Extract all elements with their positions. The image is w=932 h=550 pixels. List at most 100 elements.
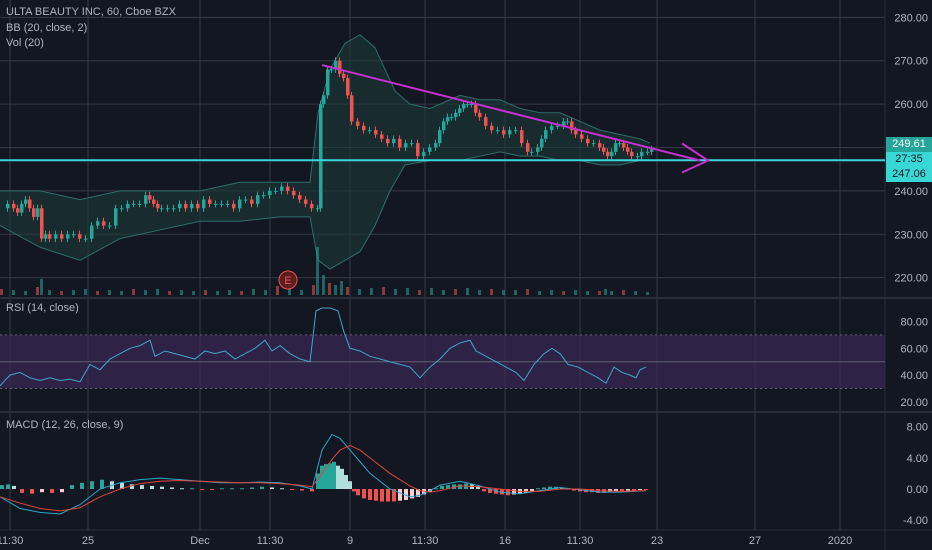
volume-bar [192, 291, 195, 295]
macd-histogram-bar [452, 484, 456, 490]
time-tick-label: 11:30 [0, 535, 23, 547]
candle-body [610, 151, 614, 157]
volume-bar [634, 291, 637, 295]
candle-body [598, 143, 602, 148]
candle-body [386, 138, 390, 144]
macd-histogram-bar [200, 489, 204, 491]
volume-bar [322, 275, 325, 295]
macd-histogram-bar [220, 488, 224, 490]
candle-body [96, 221, 100, 226]
volume-bar [328, 283, 331, 295]
bb-legend: BB (20, close, 2) [6, 22, 88, 34]
time-tick-label: 27 [749, 535, 761, 547]
volume-bar [370, 288, 373, 295]
trend-line [321, 64, 701, 162]
time-tick-label: 2020 [828, 535, 852, 547]
price-tick-label: 220.00 [894, 273, 928, 285]
macd-histogram-bar [190, 488, 194, 490]
symbol-legend: ULTA BEAUTY INC, 60, Cboe BZX [6, 6, 176, 18]
macd-histogram-bar [230, 488, 234, 490]
macd-histogram-bar [512, 489, 516, 495]
volume-bar [340, 281, 343, 295]
time-tick-label: 11:30 [412, 535, 439, 547]
candle-body [286, 186, 290, 191]
candle-body [438, 130, 442, 144]
candle-body [562, 121, 566, 126]
candle-body [126, 203, 130, 209]
macd-histogram-bar [170, 487, 174, 490]
macd-histogram-bar [476, 485, 480, 490]
candle-body [478, 112, 482, 118]
candle-body [490, 125, 494, 131]
candle-body [626, 147, 630, 152]
macd-histogram-bar [160, 486, 164, 490]
volume-bar [120, 291, 123, 295]
volume-bar [276, 286, 279, 295]
time-tick-label: 11:30 [567, 535, 594, 547]
volume-bar [562, 291, 565, 295]
signal-line [0, 444, 647, 512]
price-tick-label: 270.00 [894, 56, 928, 68]
volume-bar [406, 288, 409, 295]
earnings-marker-icon [278, 270, 298, 290]
macd-histogram-bar [40, 489, 44, 493]
volume-bar [358, 289, 361, 295]
macd-histogram-bar [240, 488, 244, 490]
macd-histogram-bar [250, 487, 254, 490]
candle-body [404, 143, 408, 148]
candle-body [474, 104, 478, 113]
time-tick-label: 23 [651, 535, 663, 547]
candle-body [280, 186, 284, 191]
candle-body [454, 112, 458, 118]
candle-body [238, 199, 242, 209]
macd-histogram-bar [596, 489, 600, 493]
volume-bar [96, 291, 99, 295]
macd-histogram-bar [644, 489, 648, 491]
macd-histogram-bar [380, 489, 384, 502]
price-tick-label: 240.00 [894, 186, 928, 198]
volume-bar [418, 290, 421, 295]
volume-bar [312, 285, 315, 295]
volume-bar [216, 291, 219, 295]
candle-body [36, 208, 40, 217]
macd-histogram-bar [368, 489, 372, 500]
rsi-tick-label: 20.00 [900, 397, 928, 409]
macd-histogram-bar [20, 489, 24, 493]
macd-histogram-bar [500, 489, 504, 495]
candle-body [274, 190, 278, 192]
candle-body [330, 69, 334, 71]
candle-body [44, 234, 48, 239]
macd-histogram-bar [12, 485, 16, 490]
candle-body [636, 156, 640, 158]
macd-histogram-bar [210, 489, 214, 491]
trend-arrow-head [681, 142, 711, 174]
candle-body [138, 203, 142, 205]
volume-bar [622, 290, 625, 295]
candle-body [24, 199, 28, 204]
candle-body [214, 203, 218, 205]
volume-bar [48, 290, 51, 295]
candle-body [496, 130, 500, 132]
candle-body [78, 234, 82, 239]
time-tick-label: 9 [347, 535, 353, 547]
macd-histogram-bar [280, 488, 284, 490]
macd-histogram-bar [270, 487, 274, 490]
macd-histogram-bar [352, 489, 356, 492]
candle-body [20, 203, 24, 213]
macd-histogram-bar [614, 489, 618, 492]
macd-tick-label: 4.00 [907, 453, 928, 465]
volume-bar [466, 288, 469, 295]
candle-body [586, 138, 590, 144]
macd-histogram-bar [260, 486, 264, 490]
candle-body [322, 95, 326, 105]
candle-body [470, 104, 474, 106]
candle-body [614, 143, 618, 152]
candle-body [16, 208, 20, 213]
macd-histogram-bar [180, 488, 184, 490]
macd-tick-label: 0.00 [907, 484, 928, 496]
candle-body [250, 199, 254, 204]
macd-histogram-bar [356, 489, 360, 496]
macd-histogram-bar [506, 489, 510, 496]
